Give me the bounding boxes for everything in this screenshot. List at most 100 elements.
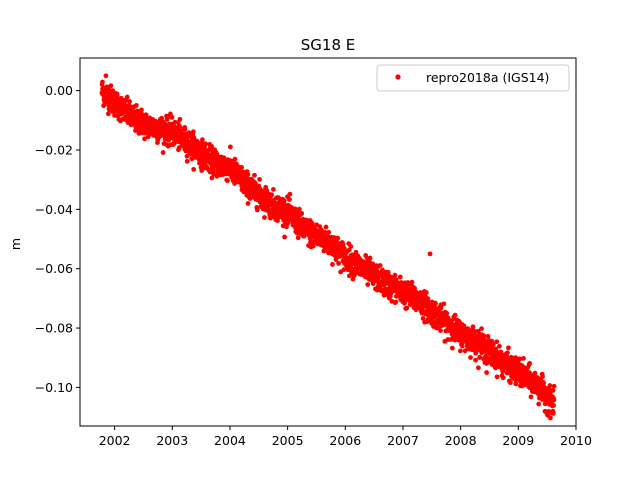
- data-point: [257, 176, 262, 182]
- x-tick-label: 2004: [214, 433, 246, 448]
- x-tick-label: 2010: [560, 433, 592, 448]
- data-point: [309, 220, 315, 226]
- data-point: [159, 115, 165, 121]
- data-point: [438, 328, 443, 334]
- data-point: [536, 401, 542, 407]
- data-point: [385, 269, 391, 275]
- data-point: [485, 333, 491, 339]
- y-tick-label: 0.00: [45, 83, 73, 98]
- data-point: [494, 374, 500, 380]
- data-point: [177, 123, 182, 129]
- data-point: [287, 191, 293, 197]
- legend-entry: repro2018a (IGS14): [426, 70, 549, 85]
- data-point: [367, 255, 373, 261]
- data-point: [239, 165, 244, 170]
- data-point: [252, 172, 257, 178]
- x-tick-label: 2005: [272, 433, 304, 448]
- data-point: [449, 345, 455, 351]
- data-point: [106, 87, 112, 93]
- data-point: [470, 324, 476, 330]
- data-point: [481, 337, 487, 343]
- data-point: [145, 134, 151, 140]
- data-point: [551, 402, 556, 408]
- data-point: [365, 282, 371, 287]
- data-point: [507, 380, 513, 386]
- data-point: [444, 310, 450, 316]
- data-point: [299, 211, 305, 216]
- data-point: [409, 279, 415, 285]
- data-point: [353, 249, 359, 255]
- data-point: [380, 267, 385, 273]
- chart-title: SG18 E: [301, 36, 355, 54]
- data-point: [203, 141, 208, 147]
- data-point: [479, 326, 484, 332]
- data-point: [245, 172, 251, 177]
- data-point: [177, 116, 183, 122]
- data-point: [139, 107, 144, 113]
- data-point: [370, 281, 376, 287]
- data-point: [420, 316, 426, 321]
- data-point: [197, 160, 202, 166]
- legend: repro2018a (IGS14): [376, 64, 570, 92]
- plot-frame: [79, 57, 577, 427]
- data-point: [295, 235, 301, 241]
- data-point: [477, 355, 483, 360]
- data-point: [105, 111, 111, 117]
- x-tick-label: 2009: [502, 433, 534, 448]
- data-point: [245, 201, 251, 206]
- data-point: [500, 375, 506, 381]
- data-point: [476, 365, 481, 371]
- data-point: [513, 381, 519, 387]
- data-point: [287, 197, 292, 202]
- x-tick-label: 2003: [156, 433, 188, 448]
- data-point: [182, 127, 188, 132]
- data-point: [269, 192, 275, 198]
- data-point: [127, 99, 132, 104]
- x-tick-label: 2002: [99, 433, 131, 448]
- y-axis-label: m: [8, 238, 23, 250]
- data-point: [281, 198, 287, 204]
- y-tick-label: −0.08: [35, 321, 73, 336]
- data-point: [412, 285, 418, 291]
- data-point: [240, 169, 246, 175]
- data-point: [427, 251, 433, 257]
- data-point: [124, 94, 130, 100]
- data-point: [126, 103, 132, 108]
- data-point: [458, 348, 463, 354]
- data-point: [297, 206, 302, 212]
- data-point: [473, 357, 479, 363]
- data-point: [392, 272, 398, 278]
- data-point: [247, 196, 253, 201]
- data-point: [191, 166, 197, 172]
- data-point: [452, 312, 458, 318]
- data-point: [169, 114, 175, 120]
- data-point: [310, 243, 316, 249]
- data-point: [548, 415, 553, 421]
- data-point: [348, 244, 354, 249]
- data-point: [441, 301, 447, 307]
- y-tick-label: −0.10: [35, 380, 73, 395]
- data-point: [326, 229, 332, 235]
- data-point: [496, 343, 502, 349]
- data-point: [164, 117, 170, 122]
- data-point: [225, 178, 230, 184]
- data-point: [490, 342, 496, 347]
- data-point: [484, 370, 489, 375]
- x-tick-label: 2008: [445, 433, 477, 448]
- data-point: [527, 360, 533, 366]
- data-point: [232, 156, 238, 162]
- data-point: [517, 356, 523, 362]
- y-tick-label: −0.02: [35, 143, 73, 158]
- y-tick-label: −0.04: [35, 202, 73, 217]
- data-point: [468, 355, 473, 360]
- data-point: [190, 129, 196, 135]
- data-point: [330, 262, 335, 267]
- data-point: [322, 229, 328, 235]
- data-point: [423, 290, 429, 295]
- y-axis: 0.00 −0.02 −0.04 −0.06 −0.08 −0.10: [35, 83, 80, 395]
- data-point: [404, 305, 410, 311]
- data-point: [528, 394, 534, 400]
- data-point: [166, 137, 172, 143]
- data-point: [481, 333, 487, 339]
- data-point: [551, 383, 557, 389]
